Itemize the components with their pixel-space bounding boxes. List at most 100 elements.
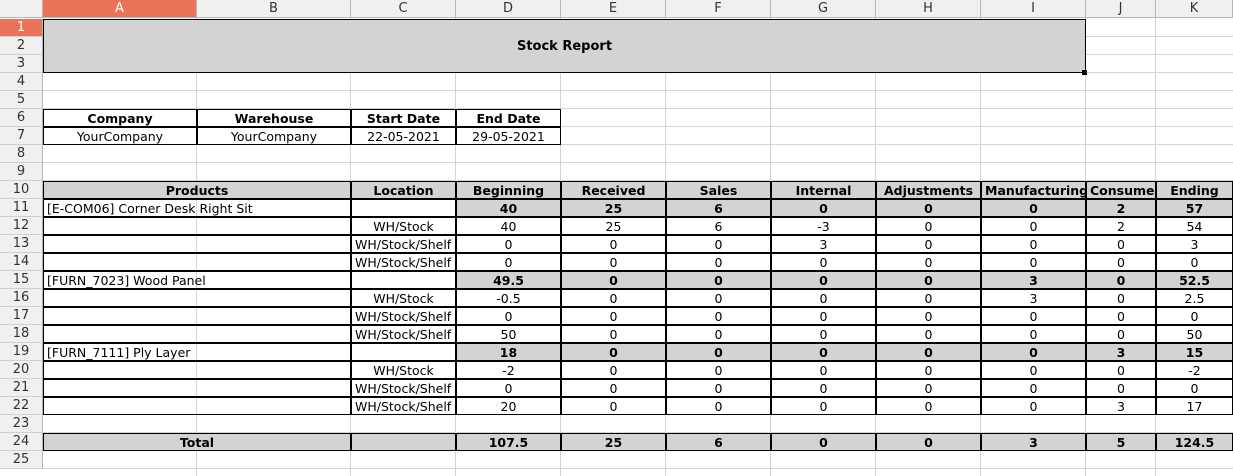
table-header-cell[interactable]: Sales bbox=[666, 181, 771, 199]
location-cell[interactable] bbox=[351, 271, 456, 289]
quantity-cell[interactable]: 25 bbox=[561, 217, 666, 235]
column-header-c[interactable]: C bbox=[351, 0, 456, 18]
total-value-cell[interactable]: 25 bbox=[561, 433, 666, 451]
quantity-cell[interactable]: 6 bbox=[666, 199, 771, 217]
quantity-cell[interactable]: 0 bbox=[456, 235, 561, 253]
quantity-cell[interactable]: 0 bbox=[1086, 271, 1156, 289]
row-header-22[interactable]: 22 bbox=[0, 397, 43, 415]
quantity-cell[interactable]: 0 bbox=[666, 397, 771, 415]
info-header-cell[interactable]: Start Date bbox=[351, 109, 456, 127]
product-name-cell[interactable]: [FURN_7111] Ply Layer bbox=[43, 343, 351, 361]
quantity-cell[interactable]: 2 bbox=[1086, 199, 1156, 217]
quantity-cell[interactable]: 0 bbox=[981, 361, 1086, 379]
info-header-cell[interactable]: Warehouse bbox=[197, 109, 351, 127]
total-value-cell[interactable]: 5 bbox=[1086, 433, 1156, 451]
quantity-cell[interactable]: 0 bbox=[1086, 253, 1156, 271]
product-empty-cell[interactable] bbox=[43, 307, 351, 325]
quantity-cell[interactable]: 3 bbox=[771, 235, 876, 253]
quantity-cell[interactable]: 0 bbox=[666, 307, 771, 325]
quantity-cell[interactable]: 0 bbox=[1086, 325, 1156, 343]
quantity-cell[interactable]: 0 bbox=[876, 307, 981, 325]
total-value-cell[interactable]: 0 bbox=[771, 433, 876, 451]
quantity-cell[interactable]: 0 bbox=[876, 343, 981, 361]
quantity-cell[interactable]: 0 bbox=[771, 289, 876, 307]
info-value-cell[interactable]: YourCompany bbox=[43, 127, 197, 145]
product-empty-cell[interactable] bbox=[43, 361, 351, 379]
location-cell[interactable]: WH/Stock/Shelf 1 bbox=[351, 307, 456, 325]
info-header-cell[interactable]: Company bbox=[43, 109, 197, 127]
row-header-16[interactable]: 16 bbox=[0, 289, 43, 307]
table-header-products[interactable]: Products bbox=[43, 181, 351, 199]
quantity-cell[interactable]: 0 bbox=[981, 235, 1086, 253]
quantity-cell[interactable]: 0 bbox=[981, 325, 1086, 343]
quantity-cell[interactable]: 0 bbox=[771, 361, 876, 379]
row-header-18[interactable]: 18 bbox=[0, 325, 43, 343]
quantity-cell[interactable]: -0.5 bbox=[456, 289, 561, 307]
quantity-cell[interactable]: 0 bbox=[981, 397, 1086, 415]
quantity-cell[interactable]: 0 bbox=[666, 253, 771, 271]
table-header-cell[interactable]: Manufacturing bbox=[981, 181, 1086, 199]
quantity-cell[interactable]: 18 bbox=[456, 343, 561, 361]
quantity-cell[interactable]: 0 bbox=[666, 379, 771, 397]
column-header-k[interactable]: K bbox=[1156, 0, 1233, 18]
row-header-23[interactable]: 23 bbox=[0, 415, 43, 433]
quantity-cell[interactable]: 0 bbox=[1086, 307, 1156, 325]
location-cell[interactable]: WH/Stock/Shelf 2 bbox=[351, 397, 456, 415]
quantity-cell[interactable]: 0 bbox=[666, 361, 771, 379]
location-cell[interactable] bbox=[351, 343, 456, 361]
quantity-cell[interactable]: 52.5 bbox=[1156, 271, 1233, 289]
quantity-cell[interactable]: 0 bbox=[771, 199, 876, 217]
row-header-10[interactable]: 10 bbox=[0, 181, 43, 199]
table-header-cell[interactable]: Ending bbox=[1156, 181, 1233, 199]
quantity-cell[interactable]: 2.5 bbox=[1156, 289, 1233, 307]
table-header-cell[interactable]: Adjustments bbox=[876, 181, 981, 199]
row-header-20[interactable]: 20 bbox=[0, 361, 43, 379]
product-empty-cell[interactable] bbox=[43, 217, 351, 235]
total-location-cell[interactable] bbox=[351, 433, 456, 451]
column-header-j[interactable]: J bbox=[1086, 0, 1156, 18]
quantity-cell[interactable]: 0 bbox=[666, 343, 771, 361]
quantity-cell[interactable]: 50 bbox=[1156, 325, 1233, 343]
column-header-b[interactable]: B bbox=[197, 0, 351, 18]
quantity-cell[interactable]: 49.5 bbox=[456, 271, 561, 289]
info-value-cell[interactable]: YourCompany bbox=[197, 127, 351, 145]
quantity-cell[interactable]: 0 bbox=[771, 379, 876, 397]
row-header-19[interactable]: 19 bbox=[0, 343, 43, 361]
quantity-cell[interactable]: 0 bbox=[561, 253, 666, 271]
table-header-cell[interactable]: Internal bbox=[771, 181, 876, 199]
product-empty-cell[interactable] bbox=[43, 289, 351, 307]
quantity-cell[interactable]: 50 bbox=[456, 325, 561, 343]
quantity-cell[interactable]: 40 bbox=[456, 199, 561, 217]
row-header-25[interactable]: 25 bbox=[0, 451, 43, 469]
location-cell[interactable]: WH/Stock bbox=[351, 289, 456, 307]
quantity-cell[interactable]: 15 bbox=[1156, 343, 1233, 361]
quantity-cell[interactable]: 54 bbox=[1156, 217, 1233, 235]
row-header-17[interactable]: 17 bbox=[0, 307, 43, 325]
quantity-cell[interactable]: 0 bbox=[771, 253, 876, 271]
row-header-15[interactable]: 15 bbox=[0, 271, 43, 289]
quantity-cell[interactable]: 0 bbox=[981, 307, 1086, 325]
quantity-cell[interactable]: 17 bbox=[1156, 397, 1233, 415]
quantity-cell[interactable]: 0 bbox=[1086, 361, 1156, 379]
quantity-cell[interactable]: 3 bbox=[981, 289, 1086, 307]
quantity-cell[interactable]: 0 bbox=[456, 253, 561, 271]
row-header-14[interactable]: 14 bbox=[0, 253, 43, 271]
total-label-cell[interactable]: Total bbox=[43, 433, 351, 451]
quantity-cell[interactable]: 0 bbox=[561, 307, 666, 325]
quantity-cell[interactable]: 0 bbox=[981, 343, 1086, 361]
table-header-cell[interactable]: Consume bbox=[1086, 181, 1156, 199]
quantity-cell[interactable]: -3 bbox=[771, 217, 876, 235]
quantity-cell[interactable]: 0 bbox=[771, 271, 876, 289]
quantity-cell[interactable]: 0 bbox=[876, 397, 981, 415]
column-header-e[interactable]: E bbox=[561, 0, 666, 18]
total-value-cell[interactable]: 3 bbox=[981, 433, 1086, 451]
quantity-cell[interactable]: 0 bbox=[666, 235, 771, 253]
quantity-cell[interactable]: 57 bbox=[1156, 199, 1233, 217]
location-cell[interactable]: WH/Stock/Shelf 1 bbox=[351, 235, 456, 253]
quantity-cell[interactable]: 0 bbox=[561, 271, 666, 289]
product-empty-cell[interactable] bbox=[43, 235, 351, 253]
column-header-a[interactable]: A bbox=[43, 0, 197, 18]
quantity-cell[interactable]: 0 bbox=[876, 379, 981, 397]
quantity-cell[interactable]: 0 bbox=[561, 361, 666, 379]
